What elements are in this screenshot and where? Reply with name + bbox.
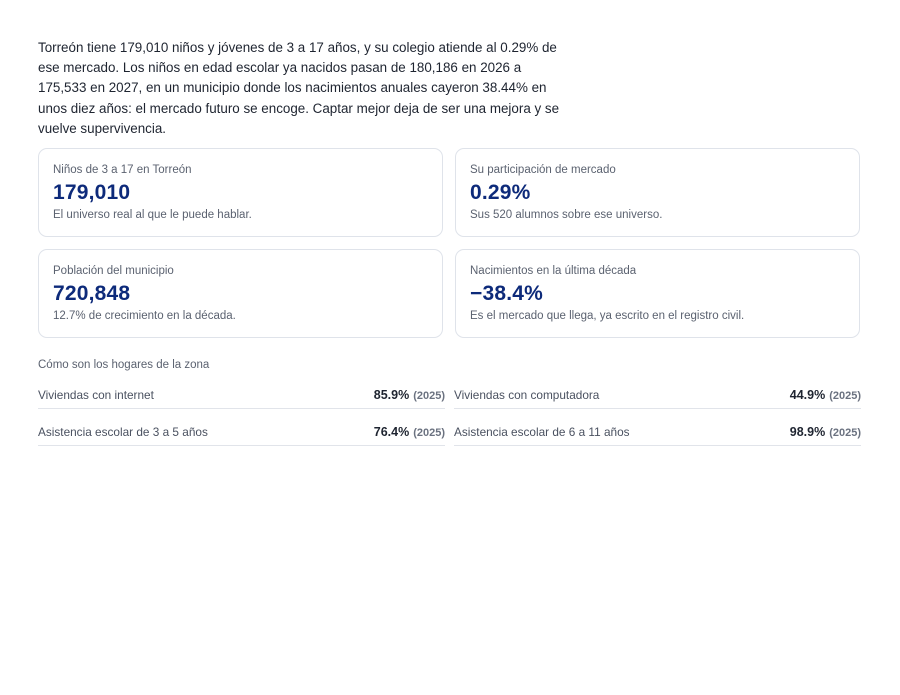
card-label: Nacimientos en la última década: [470, 265, 637, 277]
intro-paragraph: Torreón tiene 179,010 niños y jóvenes de…: [38, 40, 560, 136]
card-value: −38.4%: [470, 282, 544, 305]
card-label: Población del municipio: [53, 265, 174, 277]
household-row-internet: Viviendas con internet 85.9% (2025): [38, 383, 445, 409]
household-row-attendance-6-11: Asistencia escolar de 6 a 11 años 98.9%(…: [454, 420, 861, 446]
household-row-computer: Viviendas con computadora 44.9% (2025): [454, 383, 861, 409]
row-year: (2025): [413, 426, 445, 439]
households-section-title: Cómo son los hogares de la zona: [38, 359, 210, 371]
household-row-attendance-3-5: Asistencia escolar de 3 a 5 años 76.4% (2…: [38, 420, 445, 446]
card-market-share: Su participación de mercado 0.29% Sus 52…: [455, 148, 860, 237]
card-note: Es el mercado que llega, ya escrito en e…: [470, 310, 745, 322]
row-value: 76.4%: [373, 424, 410, 439]
row-year: (2025): [829, 426, 861, 439]
row-value: 98.9%: [789, 424, 826, 439]
row-year: (2025): [413, 389, 445, 402]
card-value: 720,848: [53, 282, 131, 305]
row-value-group: 76.4% (2025): [374, 423, 445, 441]
row-value: 44.9%: [789, 387, 826, 402]
row-label: Viviendas con computadora: [454, 387, 600, 402]
card-label: Niños de 3 a 17 en Torreón: [53, 164, 192, 176]
row-label: Asistencia escolar de 3 a 5 años: [38, 424, 208, 439]
card-label: Su participación de mercado: [470, 164, 616, 176]
row-label: Viviendas con internet: [38, 387, 154, 402]
card-population: Población del municipio 720,848 12.7% de…: [38, 249, 443, 338]
card-note: Sus 520 alumnos sobre ese universo.: [470, 209, 663, 221]
card-note: El universo real al que le puede hablar.: [53, 209, 252, 221]
row-value: 85.9%: [373, 387, 410, 402]
card-births: Nacimientos en la última década −38.4% E…: [455, 249, 860, 338]
card-value: 0.29%: [470, 181, 531, 204]
card-children-count: Niños de 3 a 17 en Torreón 179,010 El un…: [38, 148, 443, 237]
row-year: (2025): [829, 389, 861, 402]
row-value-group: 44.9% (2025): [790, 386, 861, 404]
row-value-group: 98.9% (2025): [790, 423, 861, 441]
card-value: 179,010: [53, 181, 131, 204]
row-value-group: 85.9% (2025): [374, 386, 445, 404]
card-note: 12.7% de crecimiento en la década.: [53, 310, 236, 322]
row-label: Asistencia escolar de 6 a 11 años: [454, 424, 630, 439]
